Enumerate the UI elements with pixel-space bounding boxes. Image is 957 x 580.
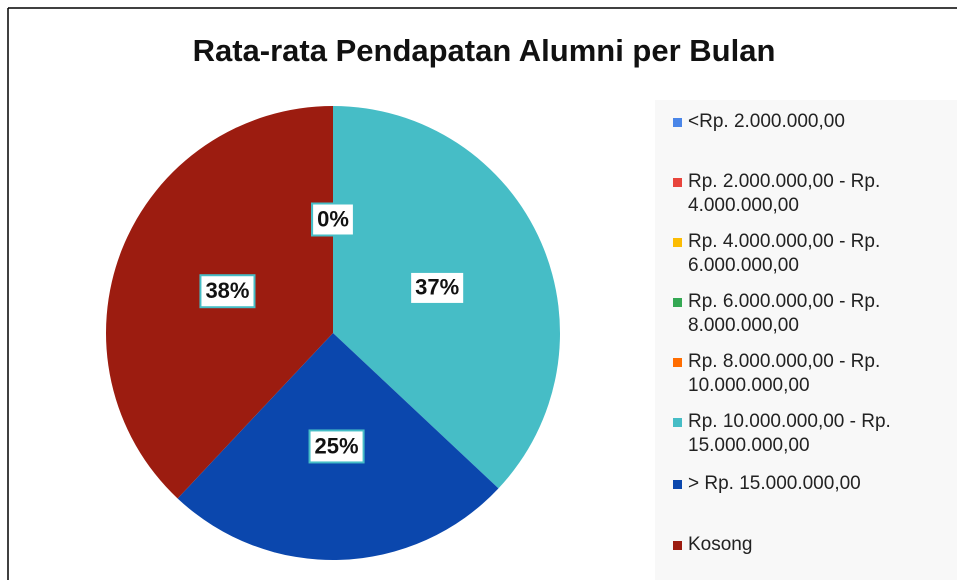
legend-item: <Rp. 2.000.000,00	[673, 110, 953, 134]
legend-label: Rp. 8.000.000,00 - Rp. 10.000.000,00	[688, 351, 881, 396]
legend-item: Rp. 8.000.000,00 - Rp. 10.000.000,00	[673, 350, 953, 398]
legend-swatch	[673, 541, 682, 550]
legend-swatch	[673, 178, 682, 187]
legend-item: Rp. 10.000.000,00 - Rp. 15.000.000,00	[673, 410, 953, 458]
legend-label: > Rp. 15.000.000,00	[688, 473, 861, 494]
data-label-box	[409, 270, 466, 305]
legend-label: <Rp. 2.000.000,00	[688, 111, 845, 132]
data-label-box	[199, 274, 256, 309]
legend-label: Rp. 10.000.000,00 - Rp. 15.000.000,00	[688, 411, 891, 456]
legend-swatch	[673, 418, 682, 427]
legend-item: Rp. 4.000.000,00 - Rp. 6.000.000,00	[673, 230, 953, 278]
legend-swatch	[673, 480, 682, 489]
data-label: 25%	[315, 433, 359, 458]
data-label: 38%	[205, 278, 249, 303]
legend-item: Rp. 6.000.000,00 - Rp. 8.000.000,00	[673, 290, 953, 338]
data-label-box	[311, 202, 355, 237]
legend-label: Rp. 2.000.000,00 - Rp. 4.000.000,00	[688, 171, 881, 216]
legend-label: Rp. 4.000.000,00 - Rp. 6.000.000,00	[688, 231, 881, 276]
legend-swatch	[673, 298, 682, 307]
data-label: 37%	[415, 275, 459, 300]
legend-item: > Rp. 15.000.000,00	[673, 472, 953, 496]
legend-swatch	[673, 118, 682, 127]
legend-label: Kosong	[688, 534, 753, 555]
legend-item: Kosong	[673, 533, 953, 557]
data-label-box	[308, 429, 365, 464]
legend-swatch	[673, 358, 682, 367]
legend-item: Rp. 2.000.000,00 - Rp. 4.000.000,00	[673, 170, 953, 218]
legend-background	[655, 100, 957, 580]
data-label: 0%	[317, 206, 349, 231]
legend-label: Rp. 6.000.000,00 - Rp. 8.000.000,00	[688, 291, 881, 336]
legend-swatch	[673, 238, 682, 247]
chart-title: Rata-rata Pendapatan Alumni per Bulan	[193, 33, 776, 68]
